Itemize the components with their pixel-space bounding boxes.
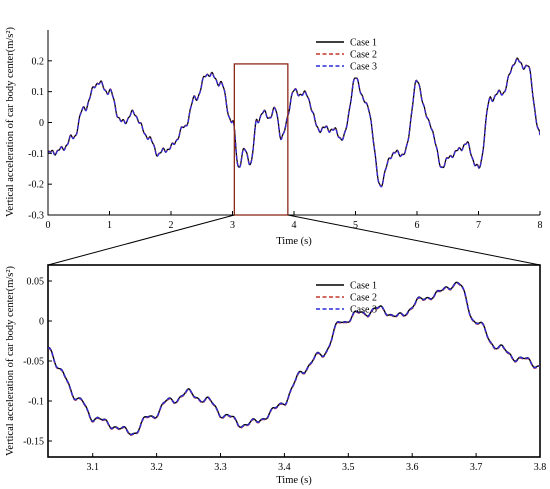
series-line-case-2 (48, 282, 540, 436)
x-tick-label: 3.4 (278, 462, 291, 473)
x-tick-label: 3.3 (214, 462, 227, 473)
bottom-y-axis-label: Vertical acceleration of car body center… (5, 265, 16, 456)
legend-label: Case 3 (350, 62, 377, 73)
y-tick-label: 0.05 (27, 277, 45, 288)
series-line-case-2 (48, 57, 540, 187)
series-line-case-1 (48, 57, 540, 187)
y-tick-label: -0.1 (28, 397, 44, 408)
x-tick-label: 3.8 (534, 462, 547, 473)
legend-label: Case 2 (350, 293, 377, 304)
y-tick-label: 0 (39, 118, 44, 129)
x-tick-label: 3.7 (470, 462, 483, 473)
top-chart: 0 1 2 3 4 5 6 7 8 -0.3 -0.2 -0.1 0 0.1 0.2 Time (s) Ve… (5, 26, 543, 247)
x-tick-label: 1 (107, 220, 112, 231)
zoom-box (233, 63, 289, 216)
x-tick-label: 3.1 (86, 462, 99, 473)
x-tick-label: 3.2 (150, 462, 163, 473)
x-tick-label: 7 (476, 220, 481, 231)
zoom-connector-left (47, 214, 235, 266)
legend-label: Case 2 (350, 50, 377, 61)
series-line-case-3 (48, 57, 540, 188)
x-tick-label: 6 (415, 220, 420, 231)
legend-label: Case 1 (350, 38, 377, 49)
series-line-case-3 (48, 281, 540, 436)
x-tick-label: 3.6 (406, 462, 419, 473)
x-tick-label: 2 (169, 220, 174, 231)
top-axes (47, 30, 540, 216)
x-tick-label: 3.5 (342, 462, 355, 473)
zoom-connector-right (287, 214, 541, 266)
y-tick-label: 0.2 (32, 56, 45, 67)
y-tick-label: -0.1 (28, 149, 44, 160)
bottom-chart: 3.1 3.2 3.3 3.4 3.5 3.6 3.7 3.8 -0.15 -0.1 -0.05 0 0… (5, 264, 547, 486)
top-y-axis-label: Vertical acceleration of car body center… (5, 26, 16, 217)
y-tick-label: -0.15 (23, 437, 44, 448)
y-tick-label: -0.2 (28, 180, 44, 191)
y-tick-label: 0.1 (32, 87, 45, 98)
y-tick-label: -0.3 (28, 211, 44, 222)
y-tick-label: -0.05 (23, 357, 44, 368)
x-tick-label: 5 (353, 220, 358, 231)
bottom-x-axis-label: Time (s) (276, 475, 312, 486)
top-x-axis-label: Time (s) (276, 236, 312, 247)
x-tick-label: 0 (46, 220, 51, 231)
x-tick-label: 3 (230, 220, 235, 231)
legend-label: Case 1 (350, 281, 377, 292)
x-tick-label: 4 (292, 220, 297, 231)
x-tick-label: 8 (538, 220, 543, 231)
legend-label: Case 3 (350, 305, 377, 316)
y-tick-label: 0 (39, 317, 44, 328)
series-line-case-1 (48, 281, 540, 436)
